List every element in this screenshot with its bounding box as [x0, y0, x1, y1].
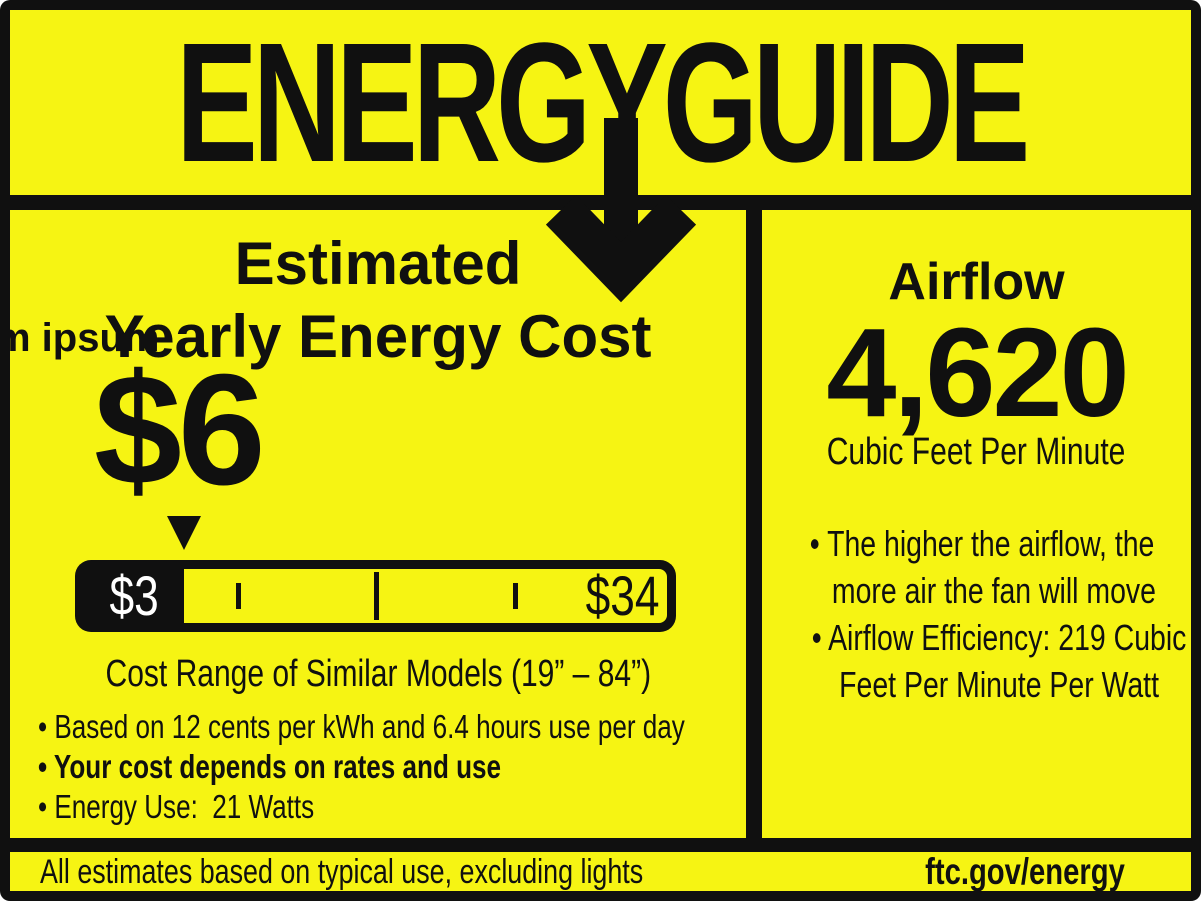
left-bullet-3: • Energy Use: 21 Watts — [38, 788, 315, 825]
header: ENERGYGUIDE — [10, 10, 1191, 195]
cost-range-bar: $3 $34 — [75, 560, 676, 632]
airflow-bullet-list: • The higher the airflow, the more air t… — [762, 520, 1191, 708]
heading-estimated: Estimated — [234, 230, 522, 297]
yearly-cost-value: $6 — [94, 342, 266, 518]
footer-note: All estimates based on typical use, excl… — [40, 852, 644, 891]
airflow-bullet-1: • The higher the airflow, the more air t… — [809, 523, 1156, 611]
energyguide-title: ENERGYGUIDE — [175, 7, 1030, 198]
range-caption: Cost Range of Similar Models (19” – 84”) — [105, 653, 651, 695]
left-bullet-list: • Based on 12 cents per kWh and 6.4 hour… — [38, 707, 746, 827]
footer-url: ftc.gov/energy — [925, 850, 1125, 892]
airflow-bullet-2: • Airflow Efficiency: 219 Cubic Feet Per… — [811, 617, 1187, 705]
cost-marker-icon — [167, 516, 201, 550]
range-track: $34 — [184, 564, 667, 627]
left-bullet-1: • Based on 12 cents per kWh and 6.4 hour… — [38, 708, 685, 745]
range-tick-icon — [236, 583, 241, 609]
left-bullet-2: • Your cost depends on rates and use — [38, 748, 502, 785]
airflow-unit: Cubic Feet Per Minute — [827, 431, 1126, 473]
footer: All estimates based on typical use, excl… — [10, 852, 1191, 891]
range-tick-icon — [374, 572, 379, 620]
airflow-value: 4,620 — [826, 302, 1129, 443]
left-panel: Estimated m ipsum Yearly Energy Cost $6 … — [10, 210, 746, 838]
range-max-label: $34 — [585, 564, 659, 627]
range-tick-icon — [513, 583, 518, 609]
heading-yearly-energy-cost: Yearly Energy Cost — [104, 303, 652, 370]
range-min-label: $3 — [109, 564, 159, 627]
lorem-ipsum-fragment: m ipsum — [10, 316, 160, 360]
right-panel: Airflow 4,620 Cubic Feet Per Minute • Th… — [762, 210, 1191, 838]
airflow-heading: Airflow — [888, 253, 1065, 311]
range-min-segment: $3 — [84, 564, 184, 627]
